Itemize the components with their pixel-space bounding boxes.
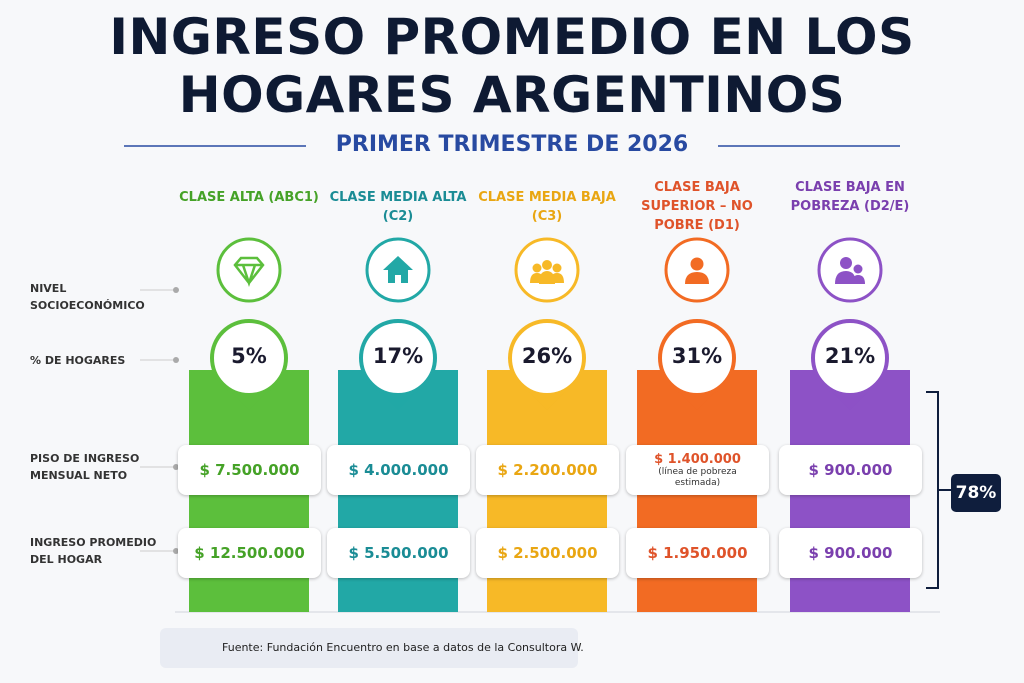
row-dot — [173, 464, 179, 470]
icon-people — [835, 257, 865, 284]
average-value: $ 12.500.000 — [194, 544, 305, 562]
class-name: CLASE MEDIA ALTA (C2) — [329, 190, 467, 224]
average-value: $ 900.000 — [808, 544, 893, 562]
title: INGRESO PROMEDIO EN LOS HOGARES ARGENTIN… — [109, 8, 915, 124]
column-notch — [231, 392, 267, 410]
icon-group — [530, 260, 564, 284]
column-notch — [832, 392, 868, 410]
subtitle: PRIMER TRIMESTRE DE 2026 — [335, 132, 689, 157]
icon-head — [690, 257, 704, 271]
floor-value: $ 7.500.000 — [199, 461, 300, 479]
floor-box: $ 2.200.000 — [476, 445, 619, 495]
average-box: $ 2.500.000 — [476, 528, 619, 578]
share-value: 5% — [231, 344, 267, 368]
column-notch — [380, 392, 416, 410]
class-name: CLASE BAJA SUPERIOR – NO POBRE (D1) — [641, 180, 753, 233]
class-name: CLASE MEDIA BAJA (C3) — [478, 190, 616, 224]
average-value: $ 2.500.000 — [497, 544, 598, 562]
share-circle — [359, 319, 437, 397]
row-label: INGRESO PROMEDIO DEL HOGAR — [30, 536, 157, 566]
source: Fuente: Fundación Encuentro en base a da… — [222, 641, 584, 654]
share-value: 17% — [372, 344, 424, 368]
average-box: $ 12.500.000 — [178, 528, 321, 578]
floor-value: $ 2.200.000 — [497, 461, 598, 479]
icon-body — [835, 271, 865, 284]
floor-box: $ 7.500.000 — [178, 445, 321, 495]
floor-value: $ 1.400.000 — [654, 451, 741, 467]
floor-box: $ 900.000 — [779, 445, 922, 495]
icon-head — [532, 263, 542, 273]
average-box: $ 900.000 — [779, 528, 922, 578]
floor-note: (línea de pobreza estimada) — [658, 466, 737, 488]
share-value: 26% — [521, 344, 573, 368]
row-dot — [173, 287, 179, 293]
share-circle — [658, 319, 736, 397]
icon-person — [685, 257, 709, 284]
bracket — [926, 391, 951, 589]
floor-value: $ 900.000 — [808, 461, 893, 479]
source-box — [160, 628, 578, 668]
column-notch — [679, 392, 715, 410]
floor-box: $ 1.400.000 (línea de pobreza estimada) — [626, 445, 769, 495]
row-label: % DE HOGARES — [30, 354, 126, 367]
floor-value: $ 4.000.000 — [348, 461, 449, 479]
icon-circle — [216, 237, 282, 303]
row-label: NIVEL SOCIOECONÓMICO — [30, 282, 145, 312]
icon-diamond — [233, 256, 265, 287]
icon-bodies — [530, 271, 564, 284]
icon-house — [383, 256, 413, 283]
share-value: 31% — [671, 344, 723, 368]
column-notch — [529, 392, 565, 410]
bracket-total: 78% — [951, 474, 1001, 512]
average-box: $ 1.950.000 — [626, 528, 769, 578]
share-circle — [811, 319, 889, 397]
row-dot — [173, 548, 179, 554]
row-dot — [173, 357, 179, 363]
icon-head — [840, 257, 852, 269]
class-name: CLASE ALTA (ABC1) — [179, 190, 319, 205]
icon-head — [552, 263, 562, 273]
average-box: $ 5.500.000 — [327, 528, 470, 578]
icon-body — [685, 272, 709, 284]
icon-head — [542, 260, 552, 270]
share-circle — [210, 319, 288, 397]
row-label: PISO DE INGRESO MENSUAL NETO — [30, 452, 140, 482]
average-value: $ 5.500.000 — [348, 544, 449, 562]
floor-box: $ 4.000.000 — [327, 445, 470, 495]
average-value: $ 1.950.000 — [647, 544, 748, 562]
share-value: 21% — [824, 344, 876, 368]
class-name: CLASE BAJA EN POBREZA (D2/E) — [790, 180, 910, 214]
icon-circle — [817, 237, 883, 303]
icon-head — [853, 264, 863, 274]
share-circle — [508, 319, 586, 397]
